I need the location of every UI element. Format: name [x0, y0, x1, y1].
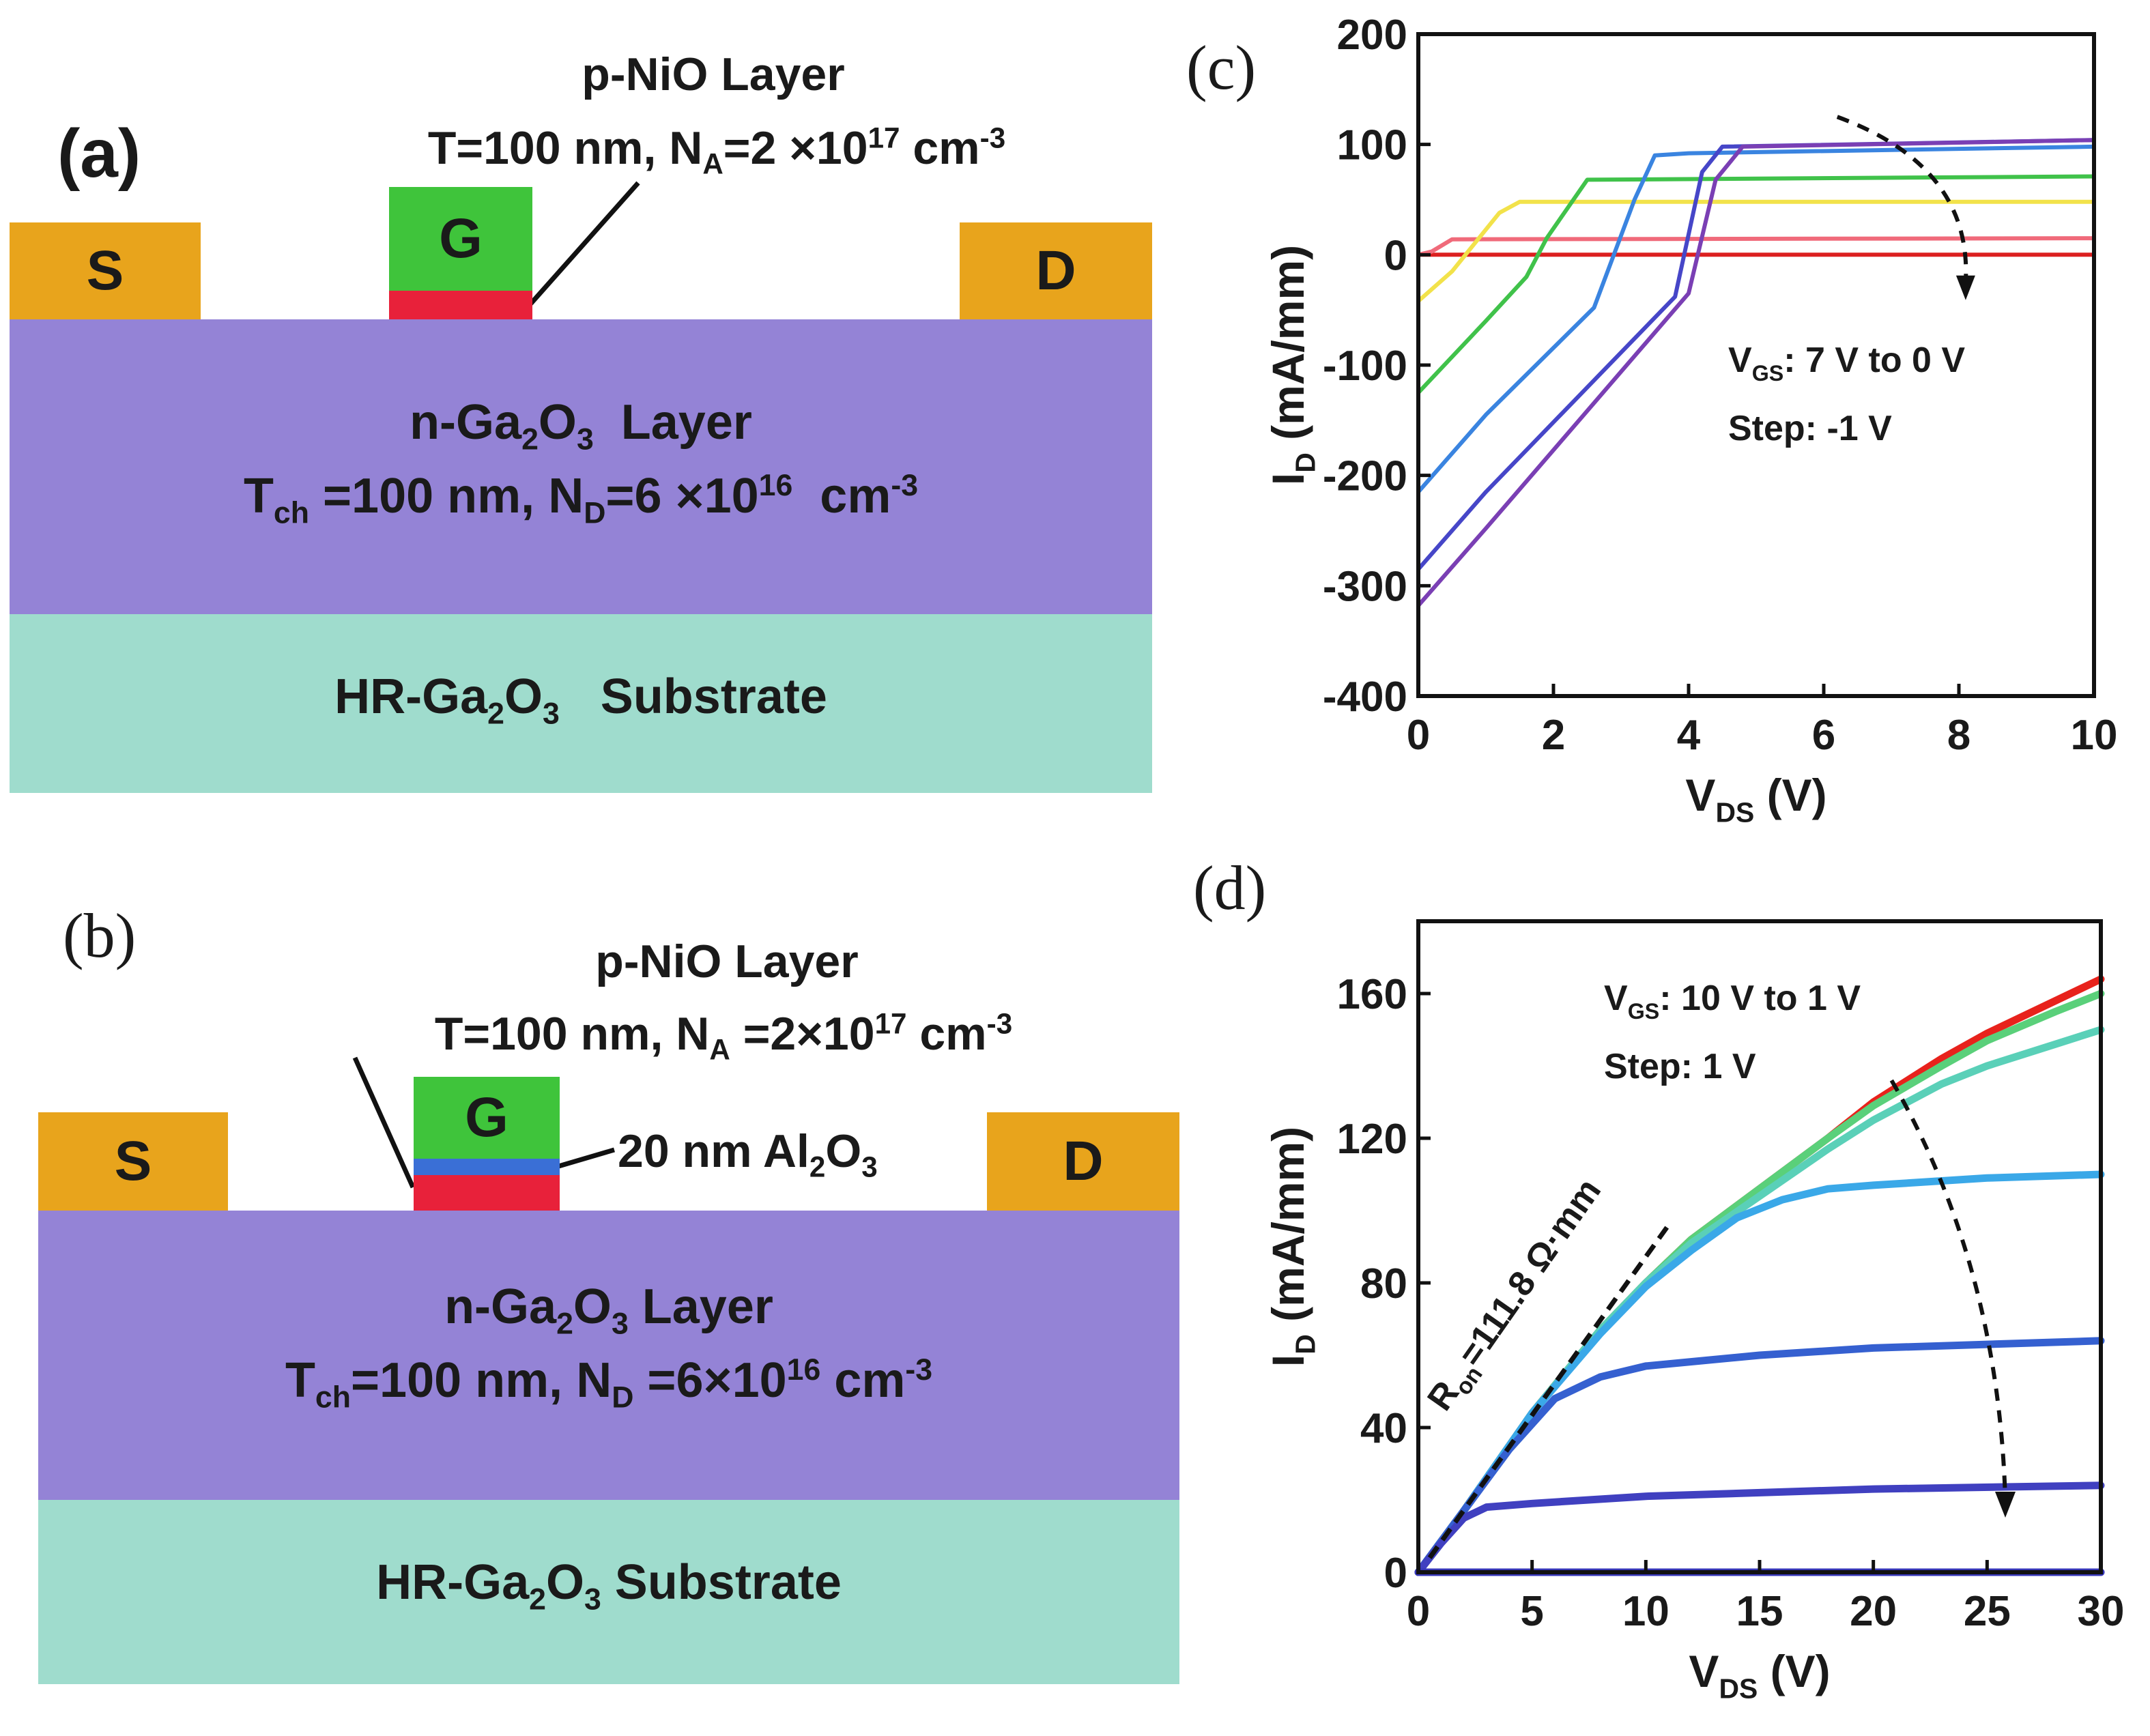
- chart-c-xlabel: VDS (V): [1685, 770, 1826, 828]
- panel-b-substrate-layer: HR-Ga2O3 Substrate: [38, 1500, 1179, 1684]
- chart-d-trend-arrow: [1889, 1079, 2007, 1501]
- chart-c-ytick-label: -200: [1323, 453, 1407, 500]
- chart-d-ytick-label: 40: [1360, 1405, 1407, 1452]
- panel-a-nio-layer: [389, 291, 532, 319]
- panel-b-channel-layer: n-Ga2O3 Layer Tch=100 nm, ND =6×1016 cm-…: [38, 1211, 1179, 1500]
- chart-d-ytick-label: 160: [1337, 971, 1407, 1018]
- panel-c-label: (c): [1186, 33, 1257, 102]
- chart-d-xtick-label: 30: [2078, 1588, 2125, 1635]
- panel-b-gate-contact: G: [414, 1077, 560, 1159]
- chart-d-annotation-0: VGS: 10 V to 1 V: [1604, 979, 1861, 1024]
- chart-c-series-5: [1416, 138, 2096, 572]
- chart-c-xtick-label: 4: [1677, 712, 1701, 759]
- panel-a-drain-contact: D: [960, 222, 1152, 319]
- panel-a-channel-title: n-Ga2O3 Layer: [410, 395, 752, 457]
- chart-c-ylabel: ID (mA/mm): [1263, 245, 1321, 485]
- chart-d-ytick-label: 120: [1337, 1116, 1407, 1163]
- chart-c-ytick-label: 200: [1337, 12, 1407, 59]
- chart-d-series-4: [1414, 1337, 2105, 1576]
- panel-b-leader-lines: [352, 1056, 615, 1189]
- chart-c-ytick-label: -400: [1323, 674, 1407, 721]
- panel-b-gate-spec: T=100 nm, NA =2×1017 cm-3: [434, 1007, 1013, 1066]
- chart-c-ytick-label: -300: [1323, 563, 1407, 610]
- panel-b-nio-label: p-NiO Layer: [595, 936, 859, 987]
- panel-b-channel-title: n-Ga2O3 Layer: [444, 1279, 773, 1341]
- chart-c-series-1: [1416, 236, 2096, 257]
- panel-a-leader-line: [527, 181, 640, 308]
- chart-c-xtick-label: 2: [1542, 712, 1565, 759]
- chart-c-xtick-label: 6: [1812, 712, 1835, 759]
- chart-d-ytick-label: 0: [1384, 1550, 1407, 1597]
- panel-a-substrate-label: HR-Ga2O3 Substrate: [334, 669, 827, 731]
- chart-d-xtick-label: 0: [1407, 1588, 1430, 1635]
- chart-d-xtick-label: 25: [1964, 1588, 2011, 1635]
- panel-b-drain-contact: D: [987, 1112, 1179, 1211]
- chart-c-series-4: [1416, 144, 2096, 494]
- panel-a-label: (a): [57, 115, 141, 192]
- chart-c-xtick-label: 0: [1407, 712, 1430, 759]
- chart-d-annotation-1: Step: 1 V: [1604, 1047, 1756, 1086]
- chart-c-series-6: [1416, 138, 2096, 608]
- panel-b-substrate-label: HR-Ga2O3 Substrate: [376, 1555, 842, 1617]
- chart-c-xtick-label: 8: [1947, 712, 1970, 759]
- panel-a-gate-spec: T=100 nm, NA=2 ×1017 cm-3: [427, 121, 1006, 180]
- chart-c-ytick-label: 100: [1337, 122, 1407, 169]
- chart-d: 0 5 10 15 20 25 30 0 40 80 120 160 VDS (V) ID (mA/mm)…: [1263, 919, 2125, 1705]
- chart-d-ylabel: ID (mA/mm): [1263, 1127, 1321, 1367]
- chart-c-xtick-label: 10: [2071, 712, 2118, 759]
- panel-a-source-contact: S: [10, 222, 201, 319]
- chart-d-series-3: [1414, 1170, 2105, 1576]
- chart-d-xtick-label: 5: [1520, 1588, 1543, 1635]
- panel-a-substrate-layer: HR-Ga2O3 Substrate: [10, 614, 1152, 793]
- panel-b-oxide-label: 20 nm Al2O3: [618, 1125, 878, 1183]
- panel-b-label: (b): [63, 901, 137, 970]
- chart-c-arrowhead: [1955, 275, 1975, 300]
- panel-b-source-contact: S: [38, 1112, 228, 1211]
- chart-c: 0 2 4 6 8 10 200 100 0 -100 -200 -300 -400 VDS (V) ID …: [1263, 12, 2118, 828]
- chart-c-ytick-label: -100: [1323, 343, 1407, 390]
- panel-a-gate-contact: G: [389, 187, 532, 291]
- chart-c-series-3: [1416, 174, 2096, 395]
- chart-d-xtick-label: 10: [1622, 1588, 1669, 1635]
- chart-d-ron-fit-line: [1427, 1224, 1671, 1559]
- chart-c-ytick-label: 0: [1384, 232, 1407, 279]
- panel-d-label: (d): [1193, 853, 1267, 923]
- chart-c-trend-arrow: [1836, 115, 1968, 283]
- chart-c-annotation-0: VGS: 7 V to 0 V: [1728, 341, 1965, 386]
- chart-d-xtick-label: 20: [1850, 1588, 1897, 1635]
- chart-d-xlabel: VDS (V): [1689, 1646, 1830, 1705]
- panel-b-nio-layer: [414, 1175, 560, 1211]
- panel-a-channel-layer: n-Ga2O3 Layer Tch =100 nm, ND=6 ×1016 cm…: [10, 319, 1152, 614]
- chart-d-arrowhead: [1995, 1492, 2016, 1518]
- chart-d-ytick-label: 80: [1360, 1260, 1407, 1307]
- panel-b-channel-spec: Tch=100 nm, ND =6×1016 cm-3: [285, 1353, 933, 1415]
- panel-b-oxide-layer: [414, 1159, 560, 1175]
- panel-a-nio-label: p-NiO Layer: [582, 48, 845, 100]
- chart-d-plot-frame: [1416, 919, 2103, 1574]
- chart-c-annotation-1: Step: -1 V: [1728, 409, 1892, 448]
- panel-a-channel-spec: Tch =100 nm, ND=6 ×1016 cm-3: [243, 469, 919, 530]
- chart-d-xtick-label: 15: [1736, 1588, 1783, 1635]
